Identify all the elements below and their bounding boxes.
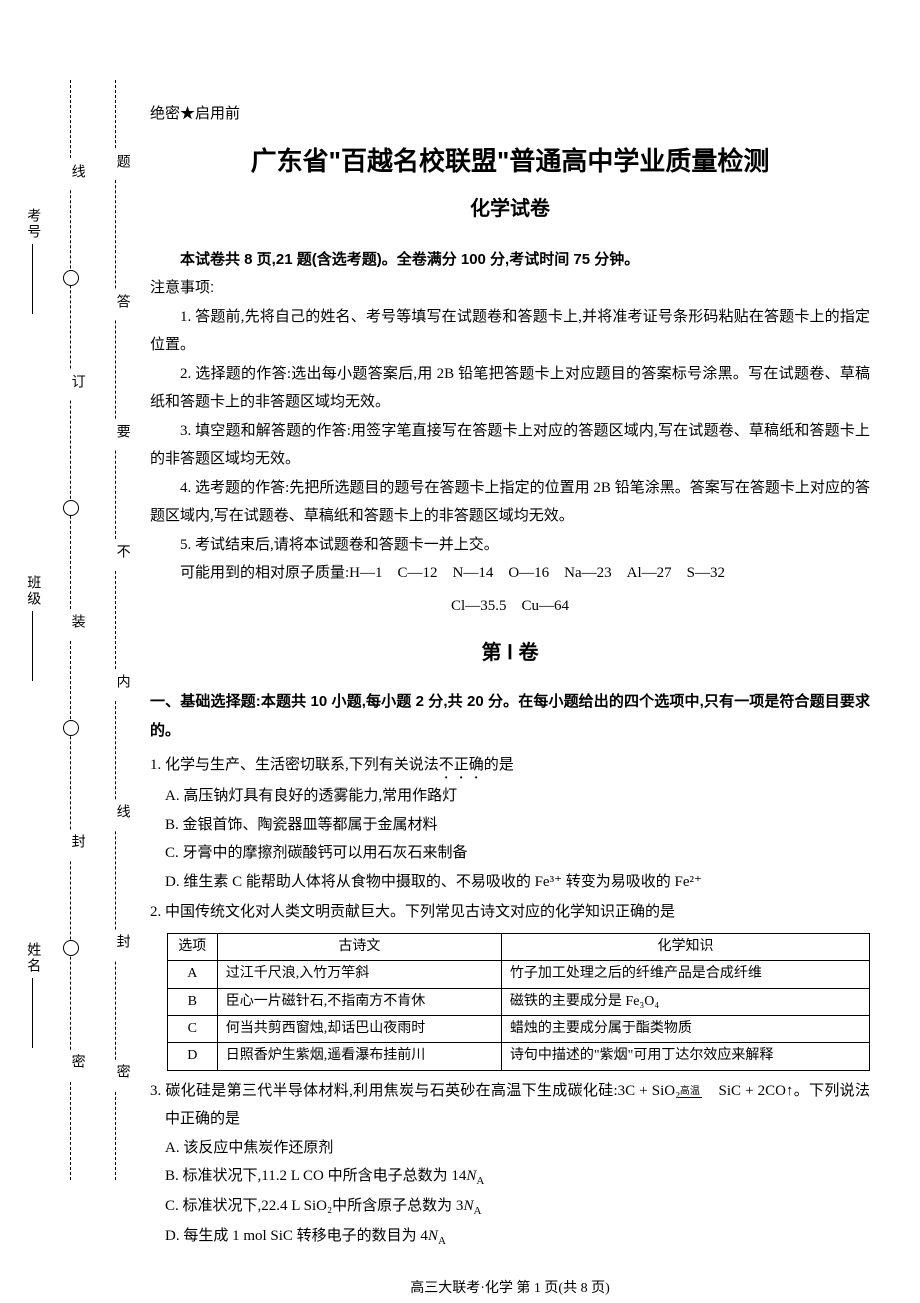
q1-stem-post: 的是 bbox=[484, 757, 514, 773]
question-3-option-b: B. 标准状况下,11.2 L CO 中所含电子总数为 14NA bbox=[150, 1162, 870, 1192]
td-poem: 过江千尺浪,入竹万竿斜 bbox=[217, 961, 501, 988]
binding-margin: 考号 班级 姓名 线 订 装 封 密 题 答 要 不 内 线 封 密 bbox=[0, 80, 140, 1180]
reaction-condition: 高温 bbox=[686, 1086, 712, 1097]
na-symbol: N bbox=[466, 1168, 476, 1184]
dash-label: 订 bbox=[63, 370, 90, 400]
dash-label: 密 bbox=[108, 1060, 135, 1090]
q1-stem-em: 不正确 bbox=[439, 756, 484, 773]
page-content: 绝密★启用前 广东省"百越名校联盟"普通高中学业质量检测 化学试卷 本试卷共 8… bbox=[150, 100, 890, 1303]
dash-label: 封 bbox=[63, 830, 90, 860]
notice-item: 2. 选择题的作答:选出每小题答案后,用 2B 铅笔把答题卡上对应题目的答案标号… bbox=[150, 360, 870, 417]
exam-subtitle: 化学试卷 bbox=[150, 190, 870, 228]
question-1-stem: 1. 化学与生产、生活密切联系,下列有关说法不正确的是 bbox=[150, 751, 870, 782]
atomic-mass: 可能用到的相对原子质量:H—1 C—12 N—14 O—16 Na—23 Al—… bbox=[150, 559, 870, 588]
na-symbol: N bbox=[463, 1198, 473, 1214]
field-label: 班级 bbox=[19, 575, 46, 607]
question-2-table: 选项 古诗文 化学知识 A 过江千尺浪,入竹万竿斜 竹子加工处理之后的纤维产品是… bbox=[167, 933, 870, 1071]
th-chem: 化学知识 bbox=[501, 933, 869, 960]
q3-stem-pre: 3. 碳化硅是第三代半导体材料,利用焦炭与石英砂在高温下生成碳化硅:3C + S… bbox=[150, 1083, 684, 1099]
field-class: 班级 bbox=[19, 575, 46, 685]
secrecy-mark: 绝密★启用前 bbox=[150, 100, 870, 129]
table-row: B 臣心一片磁针石,不指南方不肯休 磁铁的主要成分是 Fe₃O₄ bbox=[167, 988, 869, 1015]
question-1-option-a: A. 高压钠灯具有良好的透雾能力,常用作路灯 bbox=[150, 782, 870, 811]
q1-stem-pre: 1. 化学与生产、生活密切联系,下列有关说法 bbox=[150, 757, 439, 773]
notice-item: 3. 填空题和解答题的作答:用签字笔直接写在答题卡上对应的答题区域内,写在试题卷… bbox=[150, 417, 870, 474]
circle-marker bbox=[63, 720, 79, 736]
question-3-option-c: C. 标准状况下,22.4 L SiO₂中所含原子总数为 3NA bbox=[150, 1192, 870, 1222]
q3c-text: C. 标准状况下,22.4 L SiO₂中所含原子总数为 3 bbox=[165, 1198, 463, 1214]
dash-label: 内 bbox=[108, 670, 135, 700]
na-symbol: N bbox=[428, 1228, 438, 1244]
na-sub: A bbox=[476, 1175, 484, 1187]
field-name: 姓名 bbox=[19, 942, 46, 1052]
dash-label: 线 bbox=[63, 160, 90, 190]
outer-dash-line: 线 订 装 封 密 bbox=[70, 80, 71, 1180]
table-header-row: 选项 古诗文 化学知识 bbox=[167, 933, 869, 960]
dash-label: 线 bbox=[108, 800, 135, 830]
dash-label: 不 bbox=[108, 540, 135, 570]
table-row: A 过江千尺浪,入竹万竿斜 竹子加工处理之后的纤维产品是合成纤维 bbox=[167, 961, 869, 988]
dash-label: 装 bbox=[63, 610, 90, 640]
td-chem: 蜡烛的主要成分属于酯类物质 bbox=[501, 1016, 869, 1043]
circle-marker bbox=[63, 270, 79, 286]
td-opt: B bbox=[167, 988, 217, 1015]
notice-heading: 注意事项: bbox=[150, 274, 870, 303]
question-1-option-c: C. 牙膏中的摩擦剂碳酸钙可以用石灰石来制备 bbox=[150, 839, 870, 868]
field-underline bbox=[32, 244, 33, 314]
td-chem: 竹子加工处理之后的纤维产品是合成纤维 bbox=[501, 961, 869, 988]
field-exam-number: 考号 bbox=[19, 208, 46, 318]
field-label: 姓名 bbox=[19, 942, 46, 974]
td-chem: 磁铁的主要成分是 Fe₃O₄ bbox=[501, 988, 869, 1015]
td-chem: 诗句中描述的"紫烟"可用丁达尔效应来解释 bbox=[501, 1043, 869, 1070]
cond-top: 高温 bbox=[678, 1086, 702, 1098]
page-footer: 高三大联考·化学 第 1 页(共 8 页) bbox=[150, 1276, 870, 1303]
circle-marker bbox=[63, 500, 79, 516]
group1-instruction: 一、基础选择题:本题共 10 小题,每小题 2 分,共 20 分。在每小题给出的… bbox=[150, 688, 870, 745]
dash-label: 密 bbox=[63, 1050, 90, 1080]
notice-item: 4. 选考题的作答:先把所选题目的题号在答题卡上指定的位置用 2B 铅笔涂黑。答… bbox=[150, 474, 870, 531]
field-column: 考号 班级 姓名 bbox=[12, 80, 52, 1180]
inner-dash-line: 题 答 要 不 内 线 封 密 bbox=[115, 80, 116, 1180]
field-label: 考号 bbox=[19, 208, 46, 240]
question-1-option-b: B. 金银首饰、陶瓷器皿等都属于金属材料 bbox=[150, 811, 870, 840]
notice-item: 1. 答题前,先将自己的姓名、考号等填写在试题卷和答题卡上,并将准考证号条形码粘… bbox=[150, 303, 870, 360]
question-3-option-a: A. 该反应中焦炭作还原剂 bbox=[150, 1134, 870, 1163]
exam-title: 广东省"百越名校联盟"普通高中学业质量检测 bbox=[150, 137, 870, 186]
atomic-mass-line2: Cl—35.5 Cu—64 bbox=[150, 592, 870, 621]
atomic-mass-label: 可能用到的相对原子质量: bbox=[180, 565, 349, 581]
dash-label: 题 bbox=[108, 150, 135, 180]
table-row: D 日照香炉生紫烟,遥看瀑布挂前川 诗句中描述的"紫烟"可用丁达尔效应来解释 bbox=[167, 1043, 869, 1070]
na-sub: A bbox=[438, 1235, 446, 1247]
atomic-mass-values: H—1 C—12 N—14 O—16 Na—23 Al—27 S—32 bbox=[349, 565, 725, 581]
section-1-title: 第 Ⅰ 卷 bbox=[150, 634, 870, 672]
th-option: 选项 bbox=[167, 933, 217, 960]
dash-label: 答 bbox=[108, 290, 135, 320]
td-poem: 何当共剪西窗烛,却话巴山夜雨时 bbox=[217, 1016, 501, 1043]
q3b-text: B. 标准状况下,11.2 L CO 中所含电子总数为 14 bbox=[165, 1168, 466, 1184]
td-opt: A bbox=[167, 961, 217, 988]
question-2-stem: 2. 中国传统文化对人类文明贡献巨大。下列常见古诗文对应的化学知识正确的是 bbox=[150, 898, 870, 927]
circle-marker bbox=[63, 940, 79, 956]
question-3-stem: 3. 碳化硅是第三代半导体材料,利用焦炭与石英砂在高温下生成碳化硅:3C + S… bbox=[150, 1077, 870, 1134]
td-opt: C bbox=[167, 1016, 217, 1043]
td-opt: D bbox=[167, 1043, 217, 1070]
th-poem: 古诗文 bbox=[217, 933, 501, 960]
td-poem: 臣心一片磁针石,不指南方不肯休 bbox=[217, 988, 501, 1015]
table-row: C 何当共剪西窗烛,却话巴山夜雨时 蜡烛的主要成分属于酯类物质 bbox=[167, 1016, 869, 1043]
q3d-text: D. 每生成 1 mol SiC 转移电子的数目为 4 bbox=[165, 1228, 428, 1244]
field-underline bbox=[32, 611, 33, 681]
dash-label: 要 bbox=[108, 420, 135, 450]
td-poem: 日照香炉生紫烟,遥看瀑布挂前川 bbox=[217, 1043, 501, 1070]
intro-text: 本试卷共 8 页,21 题(含选考题)。全卷满分 100 分,考试时间 75 分… bbox=[150, 246, 870, 275]
notice-item: 5. 考试结束后,请将本试题卷和答题卡一并上交。 bbox=[150, 531, 870, 560]
field-underline bbox=[32, 978, 33, 1048]
question-3-option-d: D. 每生成 1 mol SiC 转移电子的数目为 4NA bbox=[150, 1222, 870, 1252]
question-1-option-d: D. 维生素 C 能帮助人体将从食物中摄取的、不易吸收的 Fe³⁺ 转变为易吸收… bbox=[150, 868, 870, 897]
dash-label: 封 bbox=[108, 930, 135, 960]
na-sub: A bbox=[473, 1205, 481, 1217]
